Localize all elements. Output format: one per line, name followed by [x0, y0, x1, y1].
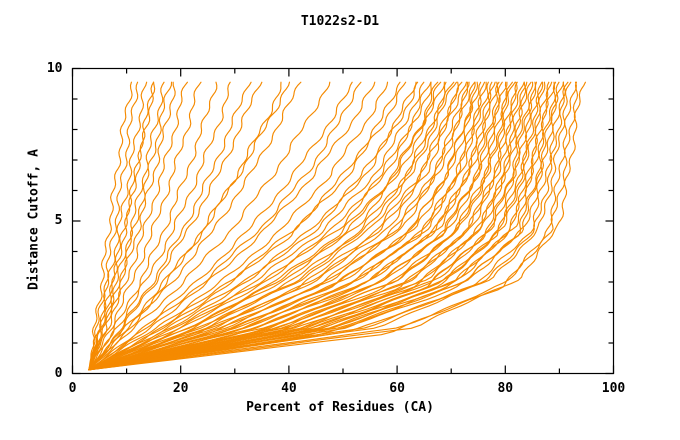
data-line — [88, 81, 459, 371]
data-line — [89, 81, 455, 371]
data-line — [88, 81, 572, 371]
data-line — [89, 81, 353, 371]
data-line — [88, 81, 566, 371]
data-line — [89, 81, 417, 371]
data-line — [88, 81, 231, 371]
data-line — [88, 81, 218, 371]
data-line — [89, 81, 432, 371]
data-line — [88, 81, 468, 371]
data-line — [88, 81, 401, 371]
data-line — [88, 81, 445, 371]
data-line — [89, 81, 569, 371]
data-line — [88, 81, 489, 371]
data-line — [89, 81, 463, 371]
data-line — [88, 81, 470, 371]
data-line — [88, 81, 499, 371]
data-line — [89, 81, 544, 371]
data-line — [89, 81, 537, 371]
data-line — [88, 81, 291, 371]
data-line — [88, 81, 425, 371]
x-axis-label: Percent of Residues (CA) — [246, 400, 434, 415]
x-tick-label: 60 — [389, 380, 405, 396]
data-line — [88, 81, 586, 371]
data-line — [89, 81, 469, 371]
data-line — [88, 81, 486, 371]
data-line — [89, 81, 389, 371]
y-tick-label: 5 — [54, 213, 63, 228]
data-line — [88, 81, 458, 371]
data-line — [88, 81, 419, 371]
y-tick-label: 10 — [46, 60, 63, 76]
data-line — [88, 81, 155, 371]
data-series-group — [87, 81, 586, 371]
data-line — [90, 81, 560, 371]
data-line — [88, 81, 538, 371]
data-line — [88, 81, 139, 371]
data-line — [89, 81, 579, 371]
y-tick-label: 0 — [54, 365, 63, 381]
data-line — [89, 81, 202, 371]
data-line — [88, 81, 331, 371]
data-line — [88, 81, 476, 371]
x-tick-label: 40 — [281, 380, 297, 396]
data-line — [89, 81, 503, 371]
x-tick-label: 80 — [497, 380, 514, 396]
data-line — [89, 81, 252, 371]
data-line — [88, 81, 133, 371]
data-line — [88, 81, 528, 371]
data-line — [88, 81, 534, 371]
data-line — [89, 81, 302, 371]
x-tick-label: 100 — [601, 380, 626, 396]
data-line — [88, 81, 362, 371]
data-line — [88, 81, 525, 371]
data-line — [89, 81, 513, 371]
data-line — [88, 81, 188, 371]
data-line — [88, 81, 482, 371]
data-line — [88, 81, 407, 371]
data-line — [88, 81, 532, 371]
data-line — [89, 81, 496, 371]
page-title: T1022s2-D1 — [300, 14, 380, 29]
data-line — [88, 81, 263, 371]
data-line — [88, 81, 556, 371]
data-line — [88, 81, 432, 371]
data-line — [89, 81, 173, 371]
data-line — [89, 81, 553, 371]
data-line — [88, 81, 557, 371]
data-line — [88, 81, 176, 371]
data-line — [88, 81, 376, 371]
tick-marks — [71, 67, 615, 375]
data-line — [88, 81, 500, 371]
x-tick-label: 20 — [172, 380, 189, 396]
x-tick-label: 0 — [68, 380, 77, 396]
data-line — [88, 81, 516, 371]
data-line — [89, 81, 487, 371]
